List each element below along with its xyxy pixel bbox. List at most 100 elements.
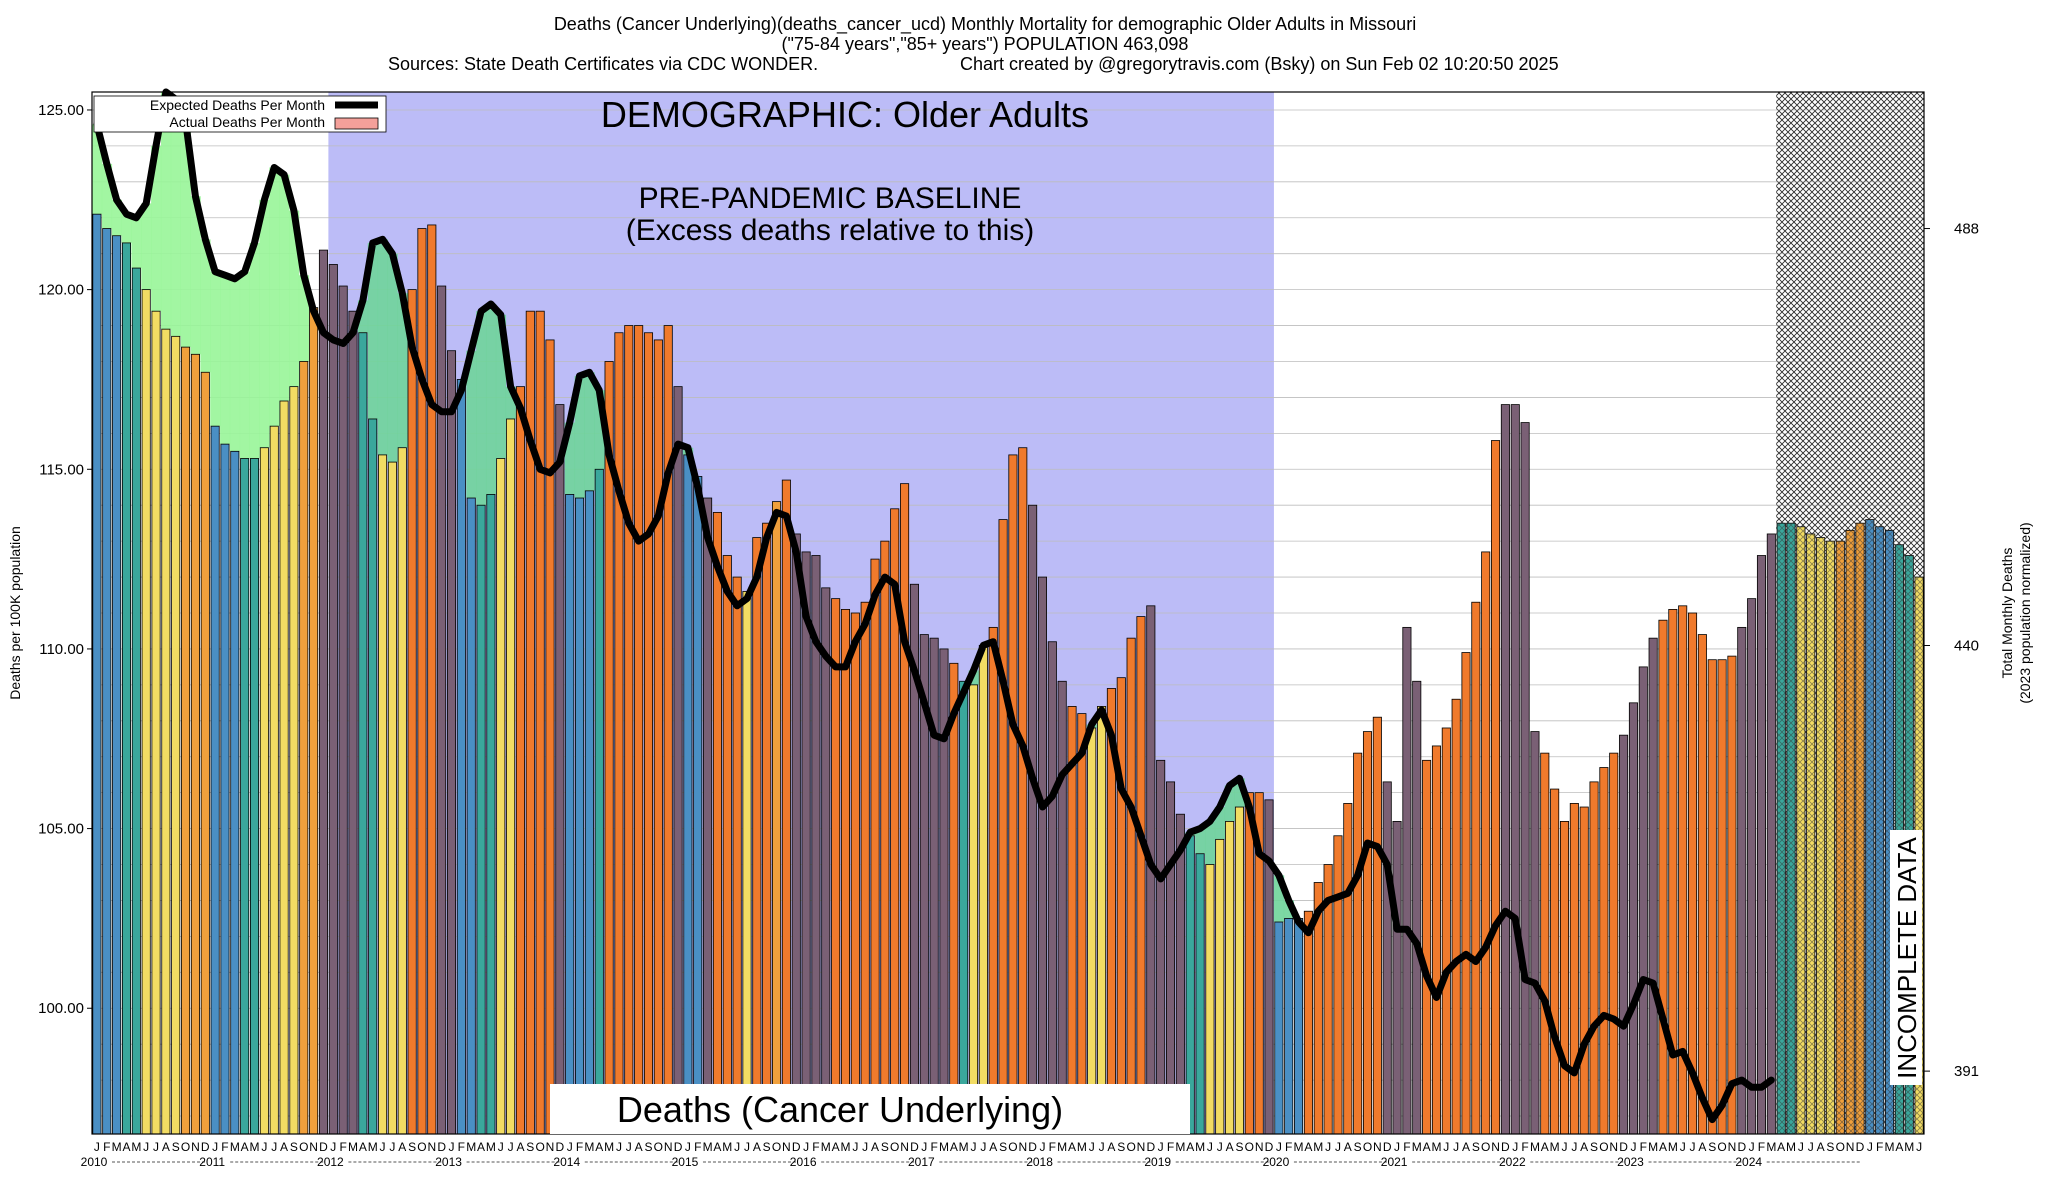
actual-bar bbox=[1333, 835, 1343, 1135]
month-label: M bbox=[1057, 1140, 1067, 1154]
legend-actual-swatch bbox=[334, 117, 379, 130]
month-label: J bbox=[1571, 1140, 1577, 1154]
actual-bar bbox=[220, 443, 230, 1135]
expected-above-actual-fill bbox=[92, 92, 1295, 923]
actual-bar bbox=[299, 361, 309, 1135]
month-label: A bbox=[1344, 1140, 1352, 1154]
month-label: M bbox=[1786, 1140, 1796, 1154]
actual-bar bbox=[1382, 781, 1392, 1135]
actual-bar bbox=[92, 213, 102, 1135]
month-label: J bbox=[1630, 1140, 1636, 1154]
month-label: N bbox=[664, 1140, 673, 1154]
incomplete-label-box bbox=[1890, 830, 1922, 1085]
actual-bar bbox=[348, 310, 358, 1135]
month-label: J bbox=[261, 1140, 267, 1154]
actual-bar bbox=[1402, 626, 1412, 1135]
month-label: F bbox=[1167, 1140, 1174, 1154]
year-label: 2023 bbox=[1617, 1155, 1644, 1169]
actual-bar bbox=[190, 353, 200, 1135]
actual-bar bbox=[1727, 655, 1737, 1135]
actual-bar bbox=[703, 497, 713, 1135]
month-label: D bbox=[674, 1140, 683, 1154]
actual-bar bbox=[880, 540, 890, 1135]
month-label: F bbox=[1640, 1140, 1647, 1154]
month-label: O bbox=[1363, 1140, 1372, 1154]
actual-bar bbox=[712, 511, 722, 1135]
green-fill-segment bbox=[377, 239, 388, 455]
month-label: J bbox=[1690, 1140, 1696, 1154]
green-fill-segment bbox=[131, 217, 142, 269]
month-label: J bbox=[971, 1140, 977, 1154]
month-label: J bbox=[803, 1140, 809, 1154]
month-label: O bbox=[535, 1140, 544, 1154]
month-label: M bbox=[250, 1140, 260, 1154]
green-fill-segment bbox=[1195, 828, 1206, 854]
month-label: J bbox=[212, 1140, 218, 1154]
month-label: F bbox=[1758, 1140, 1765, 1154]
actual-bar bbox=[1008, 454, 1018, 1135]
month-label: M bbox=[1175, 1140, 1185, 1154]
month-label: D bbox=[556, 1140, 565, 1154]
actual-bar bbox=[1126, 637, 1136, 1135]
actual-bar bbox=[1303, 910, 1313, 1135]
actual-bar bbox=[1481, 551, 1491, 1135]
green-fill-segment bbox=[574, 375, 585, 499]
actual-bar bbox=[791, 533, 801, 1135]
actual-bar bbox=[1412, 680, 1422, 1135]
actual-bar bbox=[358, 332, 368, 1135]
month-label: J bbox=[271, 1140, 277, 1154]
year-label: 2021 bbox=[1381, 1155, 1408, 1169]
actual-bar bbox=[466, 497, 476, 1135]
actual-bar bbox=[1756, 555, 1767, 1135]
actual-bar bbox=[978, 644, 988, 1135]
month-label: M bbox=[604, 1140, 614, 1154]
month-label: M bbox=[1668, 1140, 1678, 1154]
actual-bar bbox=[1097, 706, 1107, 1135]
actual-bar bbox=[1441, 727, 1451, 1135]
actual-bar bbox=[456, 379, 466, 1135]
actual-bar bbox=[1559, 821, 1570, 1135]
left-tick-label: 100.00 bbox=[38, 1000, 84, 1017]
right-tick-label: 488 bbox=[1954, 221, 1979, 238]
actual-bar bbox=[1244, 792, 1254, 1135]
actual-bar bbox=[210, 425, 220, 1135]
actual-bar bbox=[1461, 652, 1471, 1135]
month-label: M bbox=[1904, 1140, 1914, 1154]
green-fill-segment bbox=[357, 300, 369, 333]
actual-bar bbox=[1451, 698, 1461, 1135]
actual-bar bbox=[1638, 666, 1648, 1135]
baseline-label-1: PRE-PANDEMIC BASELINE bbox=[639, 182, 1022, 215]
month-label: S bbox=[644, 1140, 652, 1154]
month-label: J bbox=[980, 1140, 986, 1154]
month-label: J bbox=[852, 1140, 858, 1154]
month-label: M bbox=[1885, 1140, 1895, 1154]
month-label: N bbox=[1373, 1140, 1382, 1154]
year-label: 2024 bbox=[1735, 1155, 1762, 1169]
actual-bar bbox=[1362, 731, 1373, 1135]
actual-bar bbox=[1471, 601, 1481, 1135]
year-label: 2013 bbox=[435, 1155, 462, 1169]
chart-sources: Sources: State Death Certificates via CD… bbox=[388, 54, 818, 74]
month-label: O bbox=[181, 1140, 190, 1154]
actual-bar bbox=[781, 479, 791, 1135]
actual-bar bbox=[151, 310, 161, 1135]
month-label: J bbox=[1207, 1140, 1213, 1154]
month-label: J bbox=[1089, 1140, 1095, 1154]
actual-bar bbox=[338, 285, 348, 1135]
actual-bar bbox=[1057, 680, 1067, 1135]
month-label: F bbox=[1049, 1140, 1056, 1154]
month-label: J bbox=[616, 1140, 622, 1154]
actual-bar bbox=[969, 684, 979, 1135]
green-fill-segment bbox=[239, 271, 250, 459]
actual-bar bbox=[200, 371, 210, 1135]
month-label: D bbox=[1028, 1140, 1037, 1154]
actual-bar bbox=[259, 447, 269, 1135]
actual-bar bbox=[1766, 533, 1776, 1135]
month-label: S bbox=[1826, 1140, 1834, 1154]
green-fill-segment bbox=[505, 386, 516, 419]
green-fill-segment bbox=[1224, 785, 1235, 822]
left-tick-label: 110.00 bbox=[39, 641, 84, 658]
actual-bar bbox=[368, 418, 378, 1135]
month-label: F bbox=[1876, 1140, 1883, 1154]
